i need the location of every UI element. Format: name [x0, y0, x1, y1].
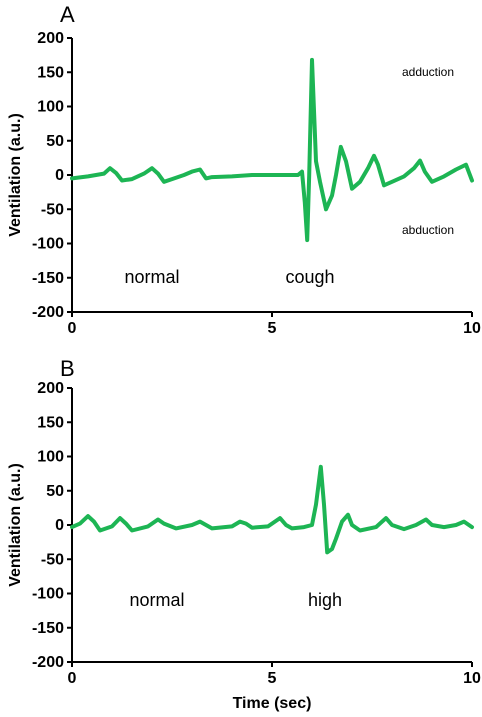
y-tick-label: 150 — [37, 414, 64, 431]
x-axis-title: Time (sec) — [233, 695, 312, 712]
x-tick-label: 5 — [268, 320, 277, 337]
x-tick-label: 5 — [268, 670, 277, 687]
y-tick-label: 200 — [37, 380, 64, 397]
annotation-normal: normal — [124, 267, 179, 287]
y-tick-label: 50 — [46, 133, 64, 150]
y-tick-label: -100 — [32, 586, 64, 603]
y-tick-label: -200 — [32, 304, 64, 321]
annotation-adduction: adduction — [402, 65, 454, 79]
y-axis-title: Ventilation (a.u.) — [7, 113, 24, 237]
panel-label: B — [60, 356, 75, 381]
y-tick-label: 0 — [55, 167, 64, 184]
y-tick-label: -200 — [32, 654, 64, 671]
y-tick-label: -50 — [41, 551, 64, 568]
x-tick-label: 0 — [68, 320, 77, 337]
y-tick-label: 50 — [46, 483, 64, 500]
y-tick-label: 0 — [55, 517, 64, 534]
y-tick-label: -50 — [41, 201, 64, 218]
y-tick-label: 100 — [37, 449, 64, 466]
annotation-cough: cough — [285, 267, 334, 287]
y-tick-label: -100 — [32, 236, 64, 253]
annotation-normal: normal — [129, 590, 184, 610]
ventilation-trace — [70, 464, 474, 555]
x-tick-label: 0 — [68, 670, 77, 687]
panel-label: A — [60, 2, 75, 27]
ventilation-trace — [70, 57, 474, 243]
y-tick-label: 200 — [37, 30, 64, 47]
y-axis-title: Ventilation (a.u.) — [7, 463, 24, 587]
y-tick-label: -150 — [32, 270, 64, 287]
x-tick-label: 10 — [463, 670, 481, 687]
x-tick-label: 10 — [463, 320, 481, 337]
y-tick-label: 100 — [37, 99, 64, 116]
y-tick-label: -150 — [32, 620, 64, 637]
annotation-high: high — [308, 590, 342, 610]
annotation-abduction: abduction — [402, 223, 454, 237]
y-tick-label: 150 — [37, 64, 64, 81]
